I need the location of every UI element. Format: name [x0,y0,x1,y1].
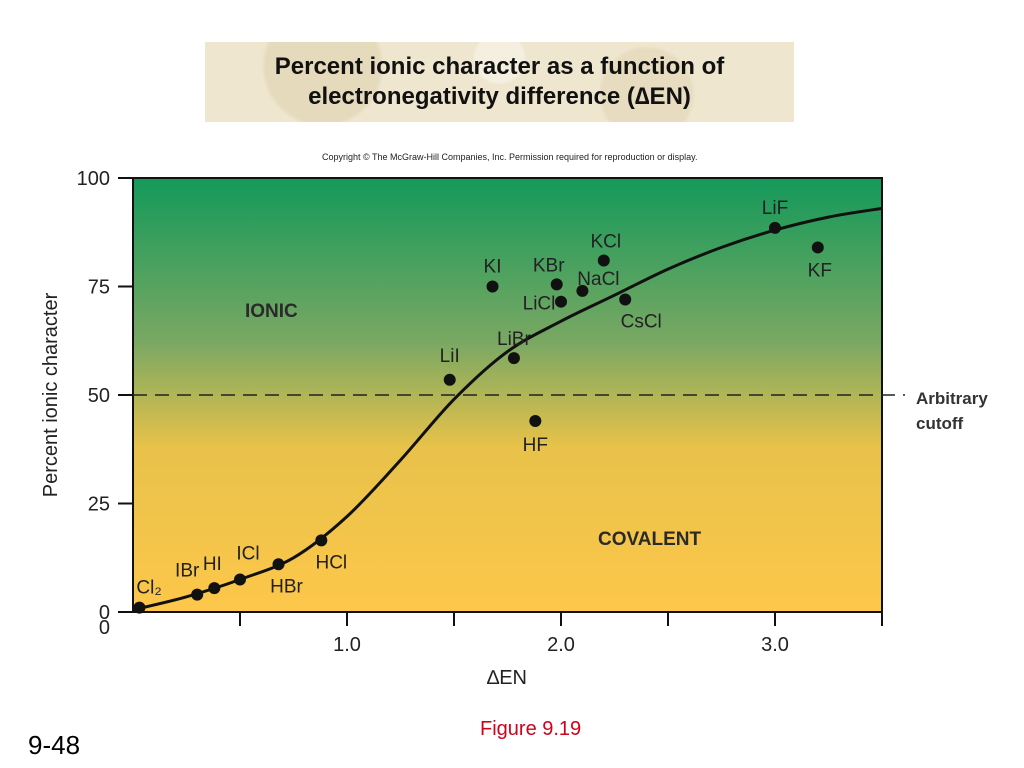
x-tick-label: 2.0 [547,634,575,656]
y-tick-label: 100 [77,168,110,190]
data-point [133,601,146,614]
data-point [507,352,520,365]
data-point [315,534,328,547]
y-tick-label: 0 [99,602,110,624]
x-tick-label: 3.0 [761,634,789,656]
data-point-label: HF [523,435,548,456]
data-point [550,278,563,291]
data-point-label: KBr [533,255,565,276]
data-point [443,373,456,386]
slide-number: 9-48 [28,730,81,760]
cutoff-label-line-1: Arbitrary [916,389,988,408]
data-point [234,573,246,586]
trend-curve [132,206,883,612]
data-point-label: LiF [762,198,788,219]
data-point-label: LiCl [523,294,556,315]
data-point-label: LiI [440,346,460,367]
figure-caption: Figure 9.19 [480,718,582,740]
x-axis-label: ∆EN [487,667,527,689]
title-line-1: Percent ionic character as a function of [274,53,725,80]
data-point [555,295,567,308]
data-point-label: HCl [315,552,347,573]
data-point-label: CsCl [621,312,662,333]
data-point [272,558,285,571]
data-point-label: NaCl [577,269,619,290]
data-point-label: HBr [270,576,303,597]
data-point-label: LiBr [497,329,531,350]
region-label-covalent: COVALENT [598,529,701,550]
data-point [597,254,610,267]
data-point [191,588,204,601]
y-axis-label: Percent ionic character [40,292,62,497]
data-point [619,293,632,306]
data-point-label: KCl [590,231,621,252]
data-point [769,221,781,234]
title-box: Percent ionic character as a function of… [205,42,794,122]
data-point [486,280,499,293]
data-point-label: KF [808,260,832,281]
data-point-label: Cl₂ [136,578,161,599]
data-point [529,415,542,428]
data-point [208,582,221,595]
y-tick-label: 50 [88,385,110,407]
y-tick-label: 75 [88,277,110,299]
data-point [576,284,589,297]
data-point-label: KI [484,257,502,278]
data-point-label: IBr [175,561,200,582]
x-tick-label: 0 [99,617,110,639]
copyright-notice: Copyright © The McGraw-Hill Companies, I… [322,152,698,162]
region-label-ionic: IONIC [245,301,298,322]
data-point [811,241,824,254]
x-tick-label: 1.0 [333,634,361,656]
cutoff-label-line-2: cutoff [916,414,964,433]
data-point-label: ICl [236,543,259,564]
y-tick-label: 25 [88,494,110,516]
title-line-2: electronegativity difference (∆EN) [308,83,691,110]
data-point-label: HI [203,554,222,575]
